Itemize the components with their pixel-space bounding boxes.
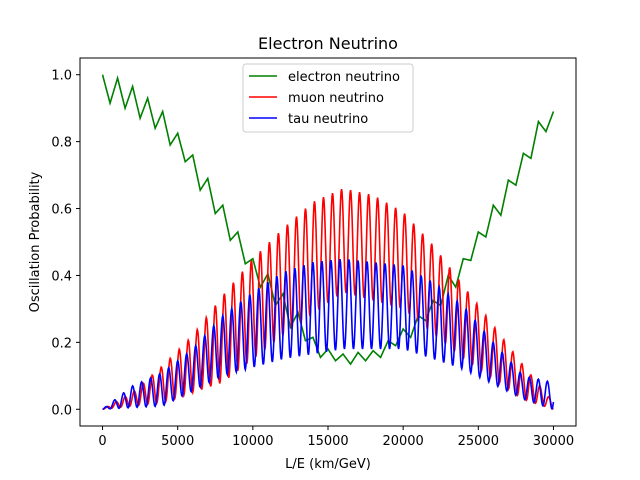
x-tick-label: 5000 [161,434,194,449]
y-tick-label: 0.8 [51,136,72,151]
y-tick-label: 1.0 [51,69,72,84]
x-axis: 0 5000 10000 15000 20000 25000 30000 [98,426,574,449]
legend: electron neutrino muon neutrino tau neutri… [242,63,414,133]
legend-label: tau neutrino [288,112,368,127]
x-tick-label: 10000 [232,434,273,449]
x-tick-label: 25000 [458,434,499,449]
x-tick-label: 15000 [307,434,348,449]
y-tick-label: 0.4 [51,269,72,284]
y-tick-label: 0.0 [51,403,72,418]
plot-lines [101,74,555,411]
y-tick-label: 0.6 [51,203,72,218]
legend-box [242,63,414,133]
series-line-electron-neutrino [101,74,555,366]
y-axis-label: Oscillation Probability [28,171,43,312]
chart-title: Electron Neutrino [258,34,398,53]
legend-label: muon neutrino [288,91,384,106]
x-tick-label: 0 [98,434,106,449]
legend-label: electron neutrino [288,70,400,85]
x-tick-label: 30000 [533,434,574,449]
y-axis: 0.0 0.2 0.4 0.6 0.8 1.0 [51,69,80,418]
series-line-tau-neutrino [102,258,555,411]
x-axis-label: L/E (km/GeV) [285,457,371,472]
x-tick-label: 20000 [382,434,423,449]
y-tick-label: 0.2 [51,336,72,351]
